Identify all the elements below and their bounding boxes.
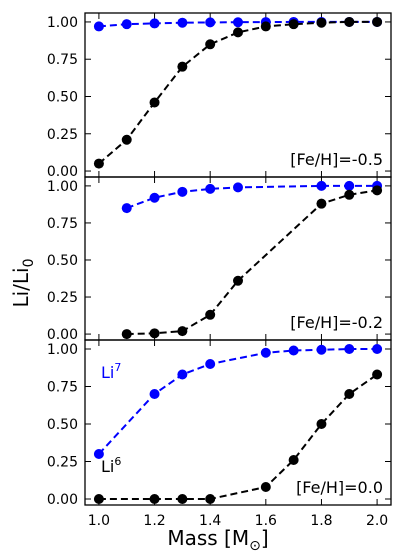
x-axis-label-sun-symbol: ⊙ <box>249 538 261 554</box>
y-tick-label: 0.75 <box>47 380 78 396</box>
data-point-li6 <box>372 369 383 380</box>
series-label-li6-sup: 6 <box>114 455 121 468</box>
data-point-li7 <box>205 17 216 28</box>
plot-frame <box>84 339 392 506</box>
data-point-li7 <box>149 192 160 203</box>
data-point-li7 <box>93 21 104 32</box>
series-label-li6-base: Li <box>101 457 114 476</box>
data-point-li6 <box>316 198 327 209</box>
x-axis-label-main: Mass [M <box>167 526 249 550</box>
data-point-li6 <box>344 189 355 200</box>
x-axis-label: Mass [M⊙] <box>167 526 268 554</box>
x-tick-label: 1.8 <box>310 513 332 529</box>
data-point-li6 <box>344 16 355 27</box>
y-tick-label: 0.25 <box>47 290 78 306</box>
data-point-li7 <box>233 17 243 28</box>
data-point-li7 <box>316 344 327 355</box>
x-axis-label-end: ] <box>261 526 269 550</box>
data-point-li7 <box>372 344 383 354</box>
data-point-li6 <box>372 16 383 27</box>
data-point-li6 <box>177 494 188 504</box>
data-point-li6 <box>233 27 243 38</box>
y-tick-label: 0.00 <box>47 327 78 343</box>
y-axis-label: Li/Li0 <box>9 258 37 307</box>
y-axis-label-sub: 0 <box>21 258 37 267</box>
y-tick-label: 0.50 <box>47 253 78 269</box>
data-point-li6 <box>288 455 299 465</box>
data-point-li7 <box>93 449 104 459</box>
panel-2: 0.00 0.25 0.50 0.75 1.00 [Fe/H]=-0.2 <box>47 176 392 343</box>
panel-annotation: [Fe/H]=-0.2 <box>290 313 383 332</box>
data-point-li7 <box>344 344 355 354</box>
x-tick-label: 1.2 <box>143 513 165 529</box>
data-point-li6 <box>149 494 160 504</box>
data-point-li7 <box>177 17 188 28</box>
data-point-li6 <box>260 21 271 32</box>
data-point-li6 <box>149 97 160 108</box>
y-tick-label: 0.25 <box>47 127 78 143</box>
y-tick-label: 0.75 <box>47 52 78 68</box>
data-point-li6 <box>121 329 132 340</box>
data-point-li6 <box>233 275 243 286</box>
data-point-li7 <box>316 180 327 191</box>
panel-1: 0.00 0.25 0.50 0.75 1.00 [Fe/H]=-0.5 <box>47 12 392 180</box>
y-tick-label: 0.00 <box>47 492 78 508</box>
x-tick-label: 1.4 <box>199 513 221 529</box>
series-line-li7 <box>98 348 378 455</box>
data-point-li7 <box>149 18 160 29</box>
data-point-li6 <box>205 39 216 50</box>
data-point-li7 <box>260 347 271 358</box>
data-point-li6 <box>205 494 216 504</box>
series-line-li6 <box>98 20 378 165</box>
x-tick-label: 1.0 <box>88 513 110 529</box>
x-tick-label: 2.0 <box>366 513 388 529</box>
data-point-li6 <box>372 185 383 196</box>
y-tick-label: 0.50 <box>47 89 78 105</box>
data-point-li6 <box>260 482 271 492</box>
data-point-li6 <box>344 389 355 399</box>
y-tick-label: 0.25 <box>47 455 78 471</box>
y-tick-label: 0.00 <box>47 164 78 180</box>
data-point-li6 <box>149 328 160 339</box>
y-tick-label: 0.75 <box>47 216 78 232</box>
data-point-li7 <box>177 369 188 380</box>
data-point-li7 <box>121 203 132 214</box>
data-point-li7 <box>149 389 160 399</box>
data-point-li7 <box>121 19 132 30</box>
y-tick-label: 1.00 <box>47 179 78 195</box>
y-axis-label-main: Li/Li <box>9 267 33 307</box>
series-label-li7: Li7 <box>101 361 121 382</box>
data-point-li7 <box>205 183 216 194</box>
y-tick-label: 1.00 <box>47 15 78 31</box>
data-point-li7 <box>233 182 243 193</box>
data-point-li6 <box>316 17 327 28</box>
data-point-li6 <box>121 134 132 145</box>
series-label-li7-sup: 7 <box>114 361 121 374</box>
panel-annotation: [Fe/H]=-0.5 <box>290 150 383 169</box>
series-label-li7-base: Li <box>101 363 114 382</box>
data-point-li6 <box>177 61 188 72</box>
data-point-li7 <box>288 345 299 356</box>
data-point-li6 <box>205 309 216 320</box>
data-point-li6 <box>316 419 327 429</box>
data-point-li6 <box>288 19 299 30</box>
y-tick-label: 1.00 <box>47 342 78 358</box>
x-tick-label: 1.6 <box>255 513 277 529</box>
data-point-li7 <box>205 359 216 369</box>
data-point-li6 <box>177 326 188 337</box>
series-label-li6: Li6 <box>101 455 121 476</box>
panels: 0.000.250.500.751.00[Fe/H]=-0.50.000.250… <box>47 12 392 529</box>
y-tick-label: 0.50 <box>47 417 78 433</box>
panel-annotation: [Fe/H]=0.0 <box>296 478 383 497</box>
data-point-li7 <box>344 180 355 191</box>
data-point-li6 <box>93 158 104 169</box>
data-point-li6 <box>93 494 104 504</box>
panel-3: 0.00 0.25 0.50 0.75 1.00 1.0 1.2 1.4 1.6 1.8 2.0 [F… <box>47 339 392 529</box>
data-point-li7 <box>177 186 188 197</box>
